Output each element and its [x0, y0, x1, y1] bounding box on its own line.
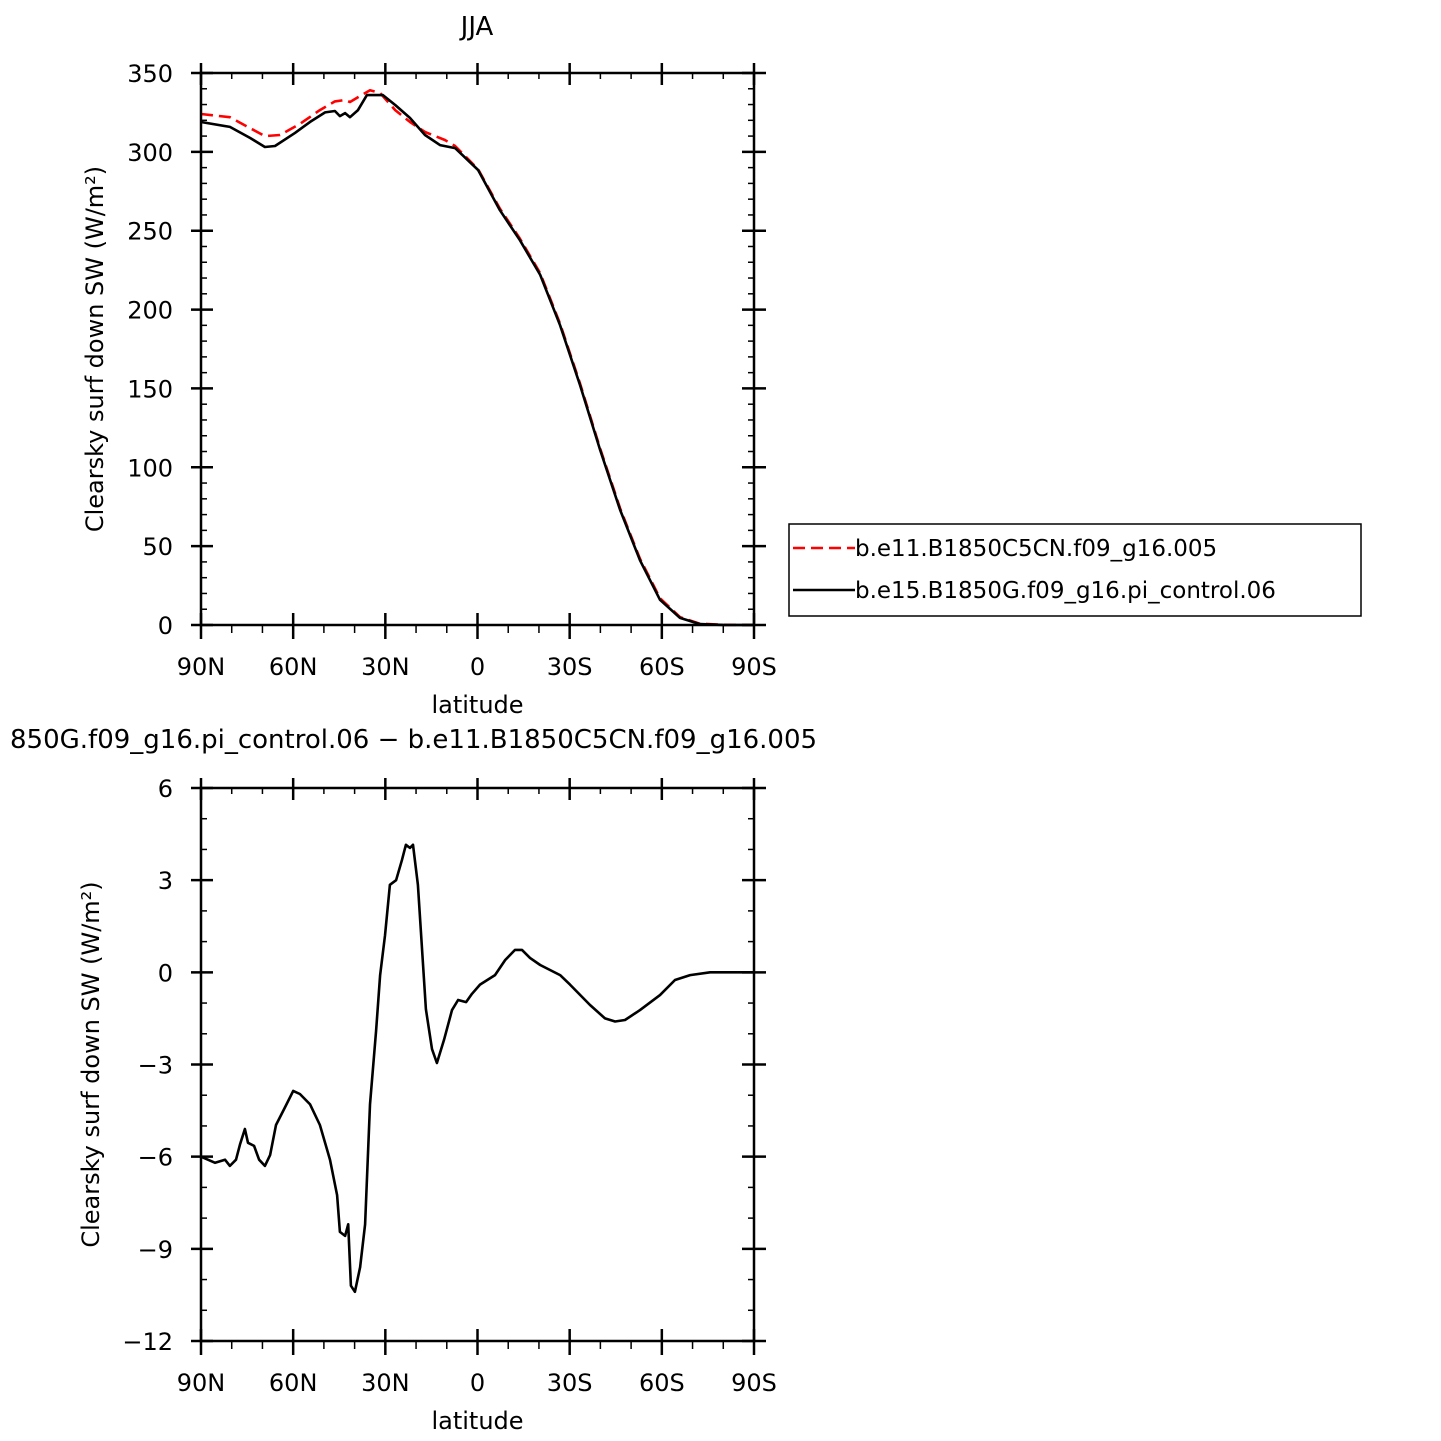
y-tick-label: 3	[158, 867, 173, 895]
y-tick-label: 0	[158, 959, 173, 987]
y-tick-label: 6	[158, 775, 173, 803]
legend: b.e11.B1850C5CN.f09_g16.005 b.e15.B1850G…	[788, 523, 1362, 617]
x-tick-label: 30S	[547, 653, 593, 681]
y-axis-label: Clearsky surf down SW (W/m²)	[81, 166, 109, 532]
y-tick-label: 50	[142, 533, 173, 561]
x-tick-label: 60S	[639, 653, 685, 681]
y-tick-label: 300	[127, 139, 173, 167]
x-tick-label: 30S	[547, 1369, 593, 1397]
plot-bottom: −12 −9 −6 −3 0 3 6 90N 60N 30N 0 30S 60S 90S latitude C…	[77, 775, 777, 1435]
x-tick-label: 90N	[177, 1369, 226, 1397]
y-tick-label: −12	[122, 1328, 173, 1356]
plot-top: 0 50 100 150 200 250 300 350 90N 60N 30N 0 30S 60S 90S…	[81, 60, 777, 719]
x-tick-label: 90N	[177, 653, 226, 681]
x-tick-label: 30N	[361, 1369, 410, 1397]
x-tick-label: 60N	[269, 1369, 318, 1397]
plot-frame	[199, 786, 756, 1343]
y-tick-label: 350	[127, 60, 173, 88]
chart-title-bottom: 850G.f09_g16.pi_control.06 − b.e11.B1850…	[10, 725, 817, 755]
x-tick-label: 90S	[731, 653, 777, 681]
x-axis-label: latitude	[431, 691, 523, 719]
series-line-1	[200, 93, 755, 627]
y-tick-label: 100	[127, 454, 173, 482]
x-axis-label: latitude	[431, 1407, 523, 1435]
series-line-0	[200, 843, 754, 1294]
y-tick-label: 200	[127, 297, 173, 325]
y-tick-label: 0	[158, 612, 173, 640]
legend-label-series-0: b.e11.B1850C5CN.f09_g16.005	[855, 536, 1217, 562]
y-tick-label: −6	[138, 1144, 173, 1172]
legend-box	[788, 523, 1362, 617]
y-axis-label: Clearsky surf down SW (W/m²)	[77, 881, 105, 1247]
y-tick-label: 250	[127, 218, 173, 246]
plot-frame	[199, 71, 756, 627]
x-tick-label: 0	[470, 653, 485, 681]
y-tick-label: 150	[127, 375, 173, 403]
x-tick-label: 90S	[731, 1369, 777, 1397]
x-tick-label: 0	[470, 1369, 485, 1397]
chart-title-top: JJA	[459, 12, 494, 42]
y-tick-label: −3	[138, 1052, 173, 1080]
x-tick-label: 60N	[269, 653, 318, 681]
x-tick-label: 60S	[639, 1369, 685, 1397]
y-tick-label: −9	[138, 1236, 173, 1264]
legend-label-series-1: b.e15.B1850G.f09_g16.pi_control.06	[855, 578, 1276, 604]
x-tick-label: 30N	[361, 653, 410, 681]
